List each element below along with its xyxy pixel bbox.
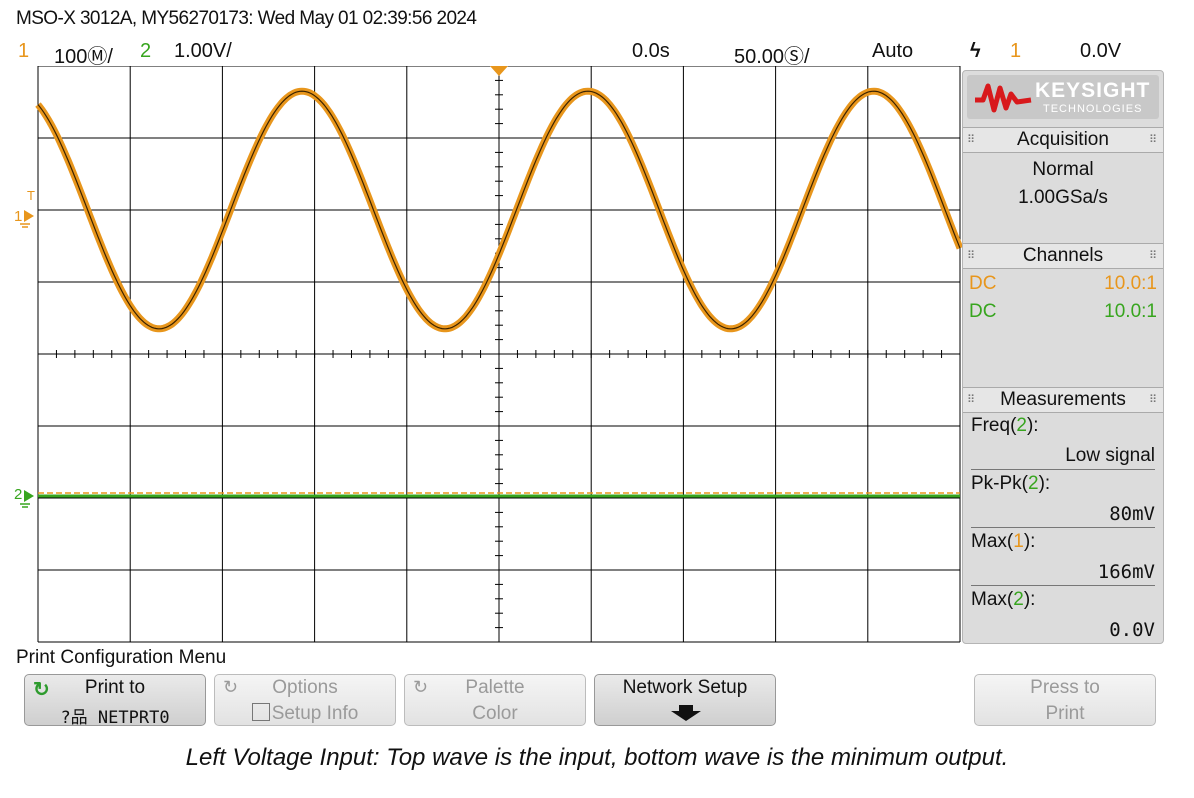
acquisition-mode: Normal (1032, 159, 1094, 180)
measurement-value: 166mV (1097, 561, 1155, 583)
status-bar: 1 100Ⓜ/ 2 1.00V/ 0.0s 50.00Ⓢ/ Auto ϟ 1 0… (0, 38, 1194, 68)
measurement-label: Freq(2): (971, 415, 1039, 436)
logo-text: KEYSIGHT (1035, 79, 1151, 102)
waveform-display[interactable]: 1 T 2 (0, 66, 964, 646)
ch1-waveform-edge (37, 90, 961, 330)
trigger-source[interactable]: 1 (1010, 40, 1022, 62)
measurement-label: Max(1): (971, 531, 1036, 552)
window-title: MSO-X 3012A, MY56270173: Wed May 01 02:3… (16, 8, 477, 29)
measurement-value: 0.0V (1109, 619, 1155, 641)
logo-subtext: TECHNOLOGIES (1043, 103, 1143, 115)
channels-header[interactable]: ⠿ Channels ⠿ (963, 243, 1163, 269)
ch1-ground-marker[interactable]: 1 T (14, 188, 35, 228)
ch1-probe: 10.0:1 (1104, 273, 1157, 294)
ch2-label[interactable]: 2 (140, 40, 152, 62)
time-offset[interactable]: 0.0s (632, 40, 670, 62)
rotate-knob-icon: ↻ (223, 677, 239, 697)
keysight-logo: KEYSIGHT TECHNOLOGIES (967, 75, 1159, 119)
arrow-down-icon (671, 705, 701, 721)
rotate-knob-icon: ↻ (413, 677, 429, 697)
measurement-label: Max(2): (971, 589, 1036, 610)
graticule (37, 66, 961, 643)
ch2-ground-marker[interactable]: 2 (14, 486, 34, 508)
measurements-header[interactable]: ⠿ Measurements ⠿ (963, 387, 1163, 413)
figure-caption: Left Voltage Input: Top wave is the inpu… (185, 744, 1009, 771)
press-to-print-softkey[interactable]: Press to Print (974, 674, 1156, 726)
svg-text:2: 2 (14, 486, 22, 503)
time-scale[interactable]: 50.00Ⓢ/ (734, 46, 810, 68)
measurement-value: Low signal (1065, 445, 1155, 466)
ch1-label[interactable]: 1 (18, 40, 30, 62)
trigger-mode[interactable]: Auto (872, 40, 914, 62)
ch1-scale[interactable]: 100Ⓜ/ (54, 46, 113, 68)
setup-info-checkbox[interactable] (251, 703, 270, 721)
svg-text:1: 1 (14, 208, 22, 225)
measurement-label: Pk-Pk(2): (971, 473, 1051, 494)
rotate-knob-icon: ↻ (33, 679, 50, 701)
menu-title: Print Configuration Menu (16, 647, 227, 668)
ch2-probe: 10.0:1 (1104, 301, 1157, 322)
ch2-coupling: DC (969, 301, 997, 322)
trigger-level-marker[interactable]: T (27, 188, 35, 203)
ch1-coupling: DC (969, 273, 997, 294)
options-softkey[interactable]: ↻ Options Setup Info (214, 674, 396, 726)
network-setup-softkey[interactable]: Network Setup (594, 674, 776, 726)
trigger-level[interactable]: 0.0V (1080, 40, 1122, 62)
print-to-softkey[interactable]: ↻ Print to ?品 NETPRT0 (24, 674, 206, 728)
rising-edge-icon: ϟ (970, 40, 981, 62)
trigger-position-marker[interactable] (490, 66, 508, 76)
measurement-value: 80mV (1109, 503, 1155, 525)
keysight-wave-icon (975, 83, 1032, 113)
palette-softkey[interactable]: ↻ Palette Color (404, 674, 586, 726)
ch2-scale[interactable]: 1.00V/ (174, 40, 232, 62)
side-panel: KEYSIGHT TECHNOLOGIES ⠿ Acquisition ⠿ Norm… (962, 70, 1164, 644)
acquisition-rate: 1.00GSa/s (1018, 187, 1108, 208)
acquisition-header[interactable]: ⠿ Acquisition ⠿ (963, 127, 1163, 153)
